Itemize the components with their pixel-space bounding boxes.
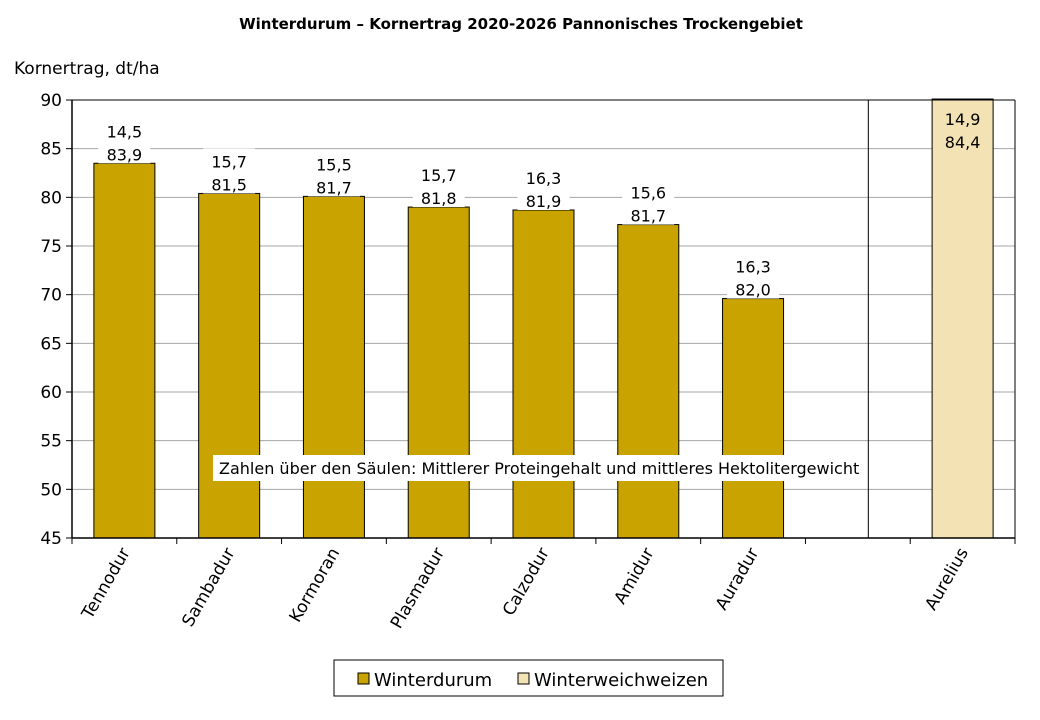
x-axis-ticks: Tennodur Sambadur Kormoran Plasmadur Calzodu… [71,538,1016,632]
bars [93,98,994,539]
data-label-hektoliter: 81,9 [526,192,562,211]
y-tick-label: 55 [40,432,62,452]
data-label-protein: 15,6 [630,184,666,203]
data-label-protein: 15,7 [421,166,457,185]
bar-kormoran [302,195,365,539]
y-tick-label: 65 [40,334,62,354]
data-label-protein: 15,7 [211,152,247,171]
x-tick-label-plasmadur: Plasmadur [387,544,449,632]
data-label-hektoliter: 82,0 [735,281,771,300]
data-label-protein: 16,3 [735,258,771,277]
legend-label-winterdurum: Winterdurum [374,670,492,691]
y-axis-label: Kornertrag, dt/ha [14,59,160,79]
bar-auradur [722,298,785,539]
y-tick-label: 85 [40,140,62,160]
data-label-bg [936,106,989,152]
data-label-hektoliter: 81,8 [421,189,457,208]
data-labels: 14,5 83,9 15,7 81,5 15,5 81,7 15,7 81,8 16,3 81,9… [98,106,989,300]
data-label-hektoliter: 81,7 [630,207,666,226]
y-axis-ticks: 45 50 55 60 65 70 75 80 85 90 [40,91,72,549]
data-label-bg [98,118,151,164]
plot-frame [71,99,1016,539]
data-label-hektoliter: 81,7 [316,178,352,197]
y-tick-label: 80 [40,188,62,208]
data-label-protein: 16,3 [526,169,562,188]
chart-title: Winterdurum – Kornertrag 2020-2026 Panno… [239,15,803,33]
bar-sambadur [198,192,261,539]
legend-label-winterweichweizen: Winterweichweizen [534,670,708,691]
data-label-bg [412,162,465,208]
data-label-bg [727,253,780,299]
annotation-box: Zahlen über den Säulen: Mittlerer Protei… [213,455,859,481]
data-label-protein: 15,5 [316,155,352,174]
x-tick-label-sambadur: Sambadur [178,545,239,631]
bar-tennodur [93,162,156,539]
bar-plasmadur [407,206,470,539]
data-label-protein: 14,5 [107,122,143,141]
y-tick-label: 45 [40,529,62,549]
data-label-bg [307,151,360,197]
legend-swatch-winterdurum [357,672,370,685]
bar-aurelius [931,98,994,539]
x-tick-label-amidur: Amidur [611,544,659,607]
x-tick-label-aurelius: Aurelius [921,544,973,613]
annotation-bg [213,455,857,481]
bar-calzodur [512,209,575,539]
data-label-protein: 14,9 [945,110,981,129]
data-label-bg [517,164,570,210]
annotation-text: Zahlen über den Säulen: Mittlerer Protei… [219,459,859,478]
data-label-bg [622,179,675,225]
x-tick-label-calzodur: Calzodur [499,544,554,619]
y-tick-label: 75 [40,237,62,257]
data-label-hektoliter: 81,5 [211,175,247,194]
x-tick-label-kormoran: Kormoran [286,545,345,626]
legend-swatch-winterweichweizen [517,672,530,685]
data-label-hektoliter: 84,4 [945,133,981,152]
x-tick-label-auradur: Auradur [712,544,764,613]
legend: Winterdurum Winterweichweizen [333,659,724,697]
y-tick-label: 50 [40,480,62,500]
y-tick-label: 70 [40,286,62,306]
y-tick-label: 90 [40,91,62,111]
y-tick-label: 60 [40,383,62,403]
data-label-bg [203,148,256,194]
data-label-hektoliter: 83,9 [107,145,143,164]
bar-amidur [617,224,680,539]
x-tick-label-tennodur: Tennodur [78,544,135,623]
